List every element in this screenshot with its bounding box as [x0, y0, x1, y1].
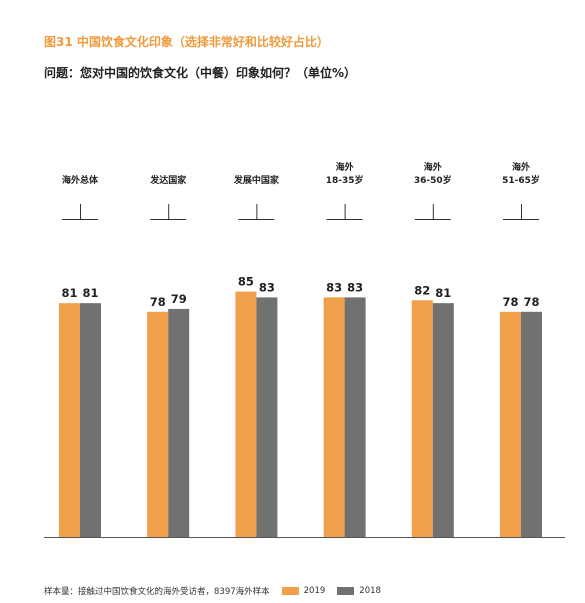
- legend: 样本量：接触过中国饮食文化的海外受访者，8397海外样本 2019 2018: [44, 585, 381, 597]
- data-label: 78: [150, 295, 166, 309]
- category-label: 发展中国家: [233, 174, 280, 186]
- data-label: 83: [347, 280, 363, 294]
- category-label: 18-35岁: [326, 174, 364, 186]
- bar-2018: [80, 303, 101, 537]
- bar-2019: [147, 311, 169, 537]
- data-label: 83: [259, 280, 275, 294]
- legend-label-2019: 2019: [303, 586, 326, 596]
- category-label: 发达国家: [149, 174, 187, 186]
- bar-2018: [168, 308, 190, 537]
- data-label: 81: [82, 286, 98, 300]
- bar-2018: [256, 297, 278, 537]
- bar-2018: [521, 311, 542, 537]
- category-label: 海外总体: [62, 174, 99, 186]
- data-label: 81: [61, 286, 77, 300]
- bar-2018: [344, 297, 366, 537]
- data-label: 78: [502, 295, 518, 309]
- data-label: 81: [435, 286, 451, 300]
- bar-2019: [59, 303, 80, 537]
- category-label: 海外: [424, 161, 442, 173]
- data-label: 79: [171, 292, 187, 306]
- bar-2019: [411, 300, 433, 537]
- legend-label-2018: 2018: [359, 586, 381, 596]
- data-label: 85: [238, 275, 254, 289]
- question-text: 问题：您对中国的饮食文化（中餐）印象如何？（单位%）: [44, 66, 357, 80]
- bar-2019: [500, 311, 521, 537]
- category-label: 海外: [512, 161, 530, 173]
- category-label: 海外: [336, 161, 354, 173]
- bar-2019: [235, 291, 257, 537]
- legend-swatch-2019: [281, 587, 299, 595]
- category-label: 36-50岁: [414, 174, 452, 186]
- data-label: 83: [326, 280, 342, 294]
- bar-2018: [432, 303, 454, 537]
- sample-note: 样本量：接触过中国饮食文化的海外受访者，8397海外样本: [44, 587, 270, 597]
- bar-2019: [323, 297, 345, 537]
- data-label: 78: [523, 295, 539, 309]
- figure-title: 图31 中国饮食文化印象（选择非常好和比较好占比）: [44, 35, 329, 49]
- legend-swatch-2018: [337, 587, 355, 595]
- data-label: 82: [414, 283, 430, 297]
- category-label: 51-65岁: [502, 174, 540, 186]
